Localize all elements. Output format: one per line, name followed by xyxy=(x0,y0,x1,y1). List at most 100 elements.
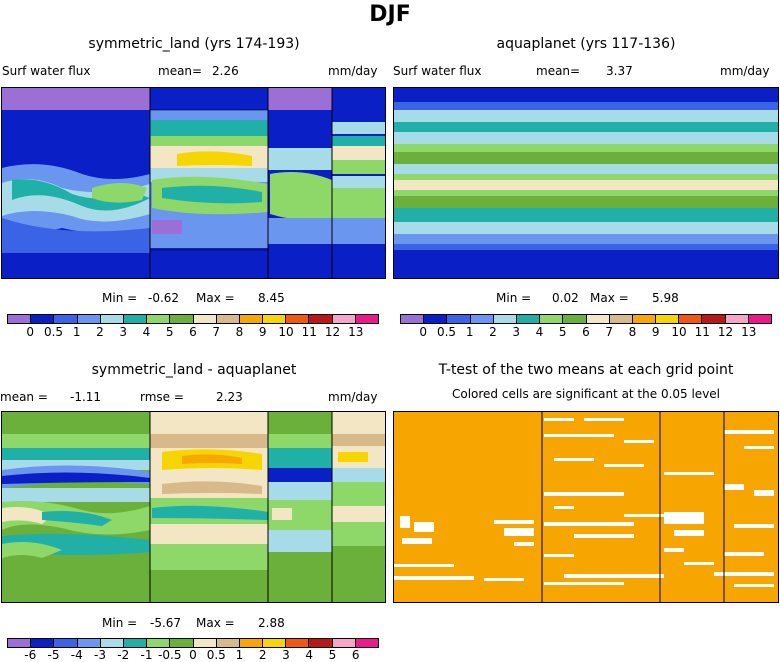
map-panel-aquaplanet xyxy=(393,87,779,279)
colorbar-flux-swatch xyxy=(424,315,448,323)
mean-value: 2.26 xyxy=(212,64,239,78)
colorbar-diff-tick-label: 4 xyxy=(305,648,314,662)
panel-title-difference: symmetric_land - aquaplanet xyxy=(91,362,297,378)
colorbar-flux-swatch xyxy=(54,315,78,323)
colorbar-flux-tick-label: 10 xyxy=(278,325,294,339)
colorbar-flux-swatch xyxy=(609,315,633,323)
colorbar-flux-swatch xyxy=(563,315,587,323)
map-field xyxy=(2,412,385,602)
colorbar-diff-swatch xyxy=(54,639,78,647)
mean-label: mean = xyxy=(0,390,48,404)
max-label: Max = xyxy=(196,291,235,305)
colorbar-flux-swatch xyxy=(286,315,310,323)
colorbar-diff-swatch xyxy=(147,639,171,647)
colorbar-flux-tick-label: 13 xyxy=(348,325,364,339)
units-label: mm/day xyxy=(328,390,378,404)
colorbar-flux-tick-label: 0.5 xyxy=(436,325,457,339)
significance-field xyxy=(394,412,778,602)
colorbar-flux-tick-label: 2 xyxy=(96,325,104,339)
mean-label: mean= xyxy=(158,64,203,78)
max-label: Max = xyxy=(196,616,235,630)
colorbar-flux-tick-label: 8 xyxy=(628,325,637,339)
colorbar-flux-tick-label: 0 xyxy=(26,325,35,339)
colorbar-diff-swatch xyxy=(8,639,32,647)
min-value: -5.67 xyxy=(150,616,182,630)
var-label: Surf water flux xyxy=(2,64,91,78)
colorbar-diff-tick-label: -1 xyxy=(140,648,153,662)
colorbar-flux-tick-label: 12 xyxy=(717,325,734,339)
colorbar-diff-tick-label: 2 xyxy=(258,648,267,662)
colorbar-diff-swatch xyxy=(170,639,194,647)
map-panel-difference xyxy=(1,411,386,603)
colorbar-diff-tick-label: 6 xyxy=(351,648,360,662)
colorbar-diff-swatch xyxy=(123,639,148,647)
colorbar-flux-tick-label: 8 xyxy=(235,325,244,339)
colorbar-diff-swatch xyxy=(263,639,287,647)
min-label: Min = xyxy=(496,291,532,305)
units-label: mm/day xyxy=(720,64,770,78)
colorbar-diff-swatch xyxy=(332,639,356,647)
colorbar-flux-swatch xyxy=(447,315,471,323)
colorbar-flux-tick-label: 6 xyxy=(189,325,197,339)
colorbar-flux-swatch xyxy=(470,315,494,323)
colorbar-flux-swatch xyxy=(263,315,287,323)
colorbar-flux-swatch xyxy=(540,315,564,323)
colorbar-flux-tick-label: 7 xyxy=(605,325,614,339)
colorbar-flux-swatch xyxy=(516,315,541,323)
colorbar-flux-swatch xyxy=(170,315,194,323)
colorbar-flux-swatch xyxy=(401,315,425,323)
figure-title: DJF xyxy=(369,2,411,27)
colorbar-flux-tick-label: 11 xyxy=(694,325,710,339)
colorbar-diff-tick-label: -4 xyxy=(70,648,83,662)
colorbar-diff-tick-label: 1 xyxy=(235,648,244,662)
colorbar-ticks-flux-left: 0 0.5 1 2 3 4 5 6 7 8 9 10 11 12 13 xyxy=(7,325,379,341)
colorbar-diff-swatch xyxy=(286,639,310,647)
colorbar-flux-tick-label: 0 xyxy=(419,325,428,339)
colorbar-flux-swatch xyxy=(355,315,378,323)
colorbar-diff-swatch xyxy=(309,639,333,647)
colorbar-ticks-diff: -6 -5 -4 -3 -2 -1 -0.5 0 0.5 1 2 3 4 5 6 xyxy=(7,648,379,662)
colorbar-diff-tick-label: 3 xyxy=(282,648,290,662)
colorbar-flux-tick-label: 11 xyxy=(301,325,317,339)
colorbar-flux-tick-label: 6 xyxy=(582,325,590,339)
colorbar-flux-tick-label: 5 xyxy=(165,325,174,339)
colorbar-flux-tick-label: 4 xyxy=(142,325,151,339)
colorbar-flux-swatch xyxy=(725,315,749,323)
max-value: 8.45 xyxy=(258,291,285,305)
max-label: Max = xyxy=(590,291,629,305)
colorbar-diff-swatch xyxy=(31,639,55,647)
colorbar-flux-swatch xyxy=(656,315,680,323)
colorbar-diff-tick-label: 0 xyxy=(189,648,197,662)
colorbar-diff-tick-label: 5 xyxy=(328,648,337,662)
panel-title-aquaplanet: aquaplanet (yrs 117-136) xyxy=(496,36,676,52)
colorbar-flux-swatch xyxy=(702,315,726,323)
colorbar-flux-swatch xyxy=(123,315,148,323)
colorbar-flux-swatch xyxy=(31,315,55,323)
panel-subtitle-ttest: Colored cells are significant at the 0.0… xyxy=(451,387,721,401)
map-field xyxy=(394,88,778,278)
colorbar-diff-tick-label: -0.5 xyxy=(158,648,182,662)
colorbar-diff-swatch xyxy=(239,639,264,647)
rmse-value: 2.23 xyxy=(216,390,243,404)
max-value: 2.88 xyxy=(258,616,285,630)
colorbar-flux-swatch xyxy=(748,315,771,323)
colorbar-flux-swatch xyxy=(332,315,356,323)
map-field xyxy=(2,88,385,278)
colorbar-diff-tick-label: -6 xyxy=(24,648,37,662)
colorbar-diff xyxy=(7,638,379,648)
colorbar-diff-tick-label: -2 xyxy=(117,648,130,662)
colorbar-flux-swatch xyxy=(239,315,264,323)
colorbar-flux-tick-label: 12 xyxy=(324,325,341,339)
colorbar-flux-swatch xyxy=(216,315,240,323)
colorbar-flux-tick-label: 5 xyxy=(558,325,567,339)
colorbar-flux-swatch xyxy=(586,315,610,323)
mean-value: -1.11 xyxy=(70,390,102,404)
colorbar-diff-swatch xyxy=(355,639,378,647)
colorbar-diff-tick-label: -3 xyxy=(94,648,106,662)
colorbar-flux-tick-label: 9 xyxy=(258,325,267,339)
rmse-label: rmse = xyxy=(140,390,184,404)
colorbar-flux-swatch xyxy=(100,315,124,323)
colorbar-flux-swatch xyxy=(679,315,703,323)
mean-label: mean= xyxy=(536,64,581,78)
colorbar-diff-swatch xyxy=(193,639,217,647)
